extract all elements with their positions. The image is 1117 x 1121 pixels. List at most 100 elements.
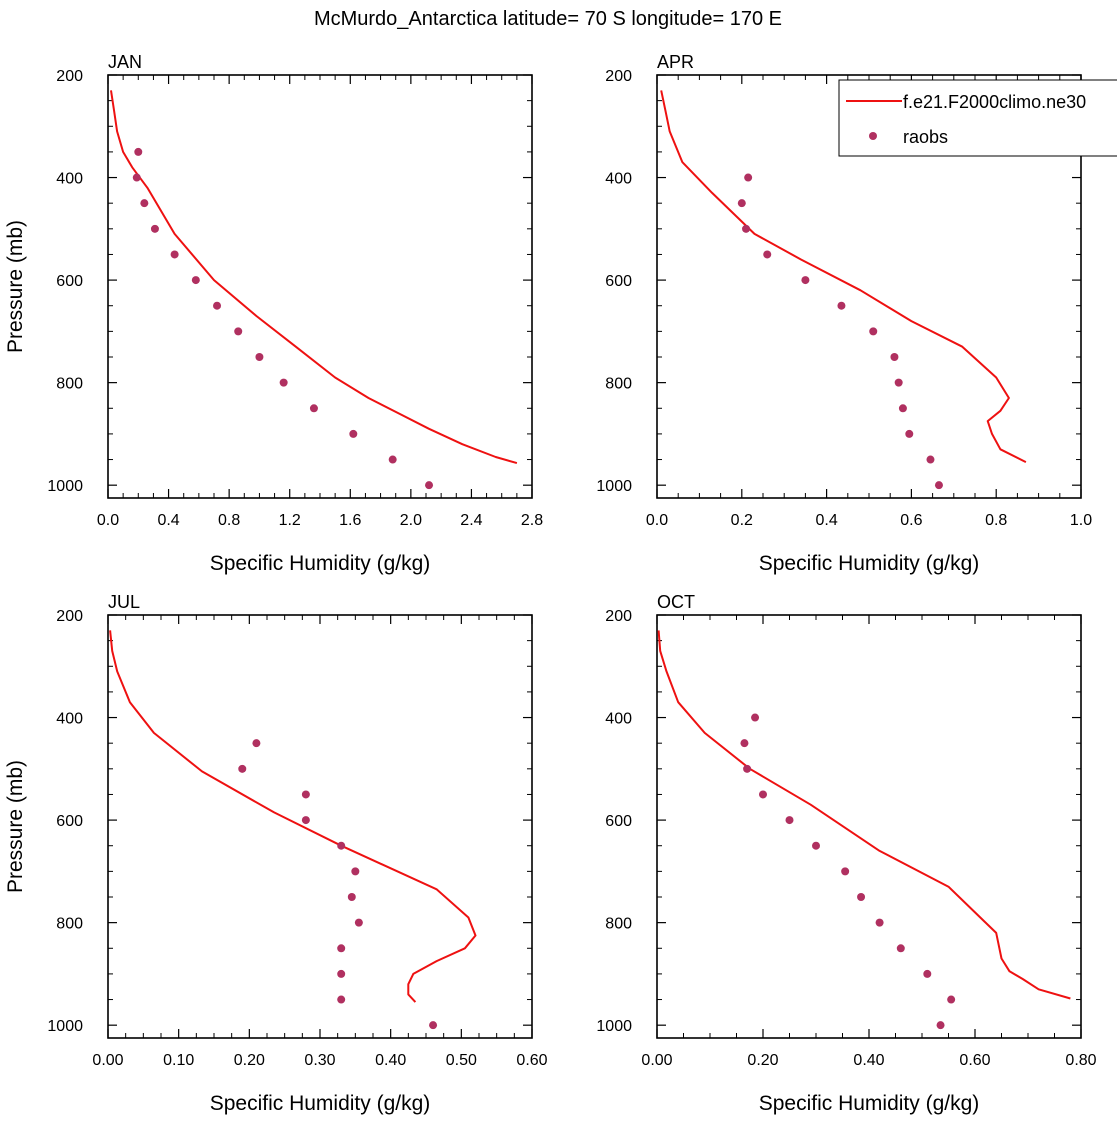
raobs-point-jan <box>279 378 288 387</box>
raobs-point-jan <box>134 147 143 156</box>
raobs-point-oct <box>743 764 752 773</box>
x-axis-label-oct: Specific Humidity (g/kg) <box>759 1092 980 1115</box>
x-tick-label-apr: 0.0 <box>646 512 668 529</box>
legend-box <box>838 79 1117 157</box>
raobs-point-jul <box>337 969 346 978</box>
panel-jul: JUL 0.00 0.10 0.20 0.30 0.40 0.50 0.60 200 400 600… <box>4 592 548 1115</box>
raobs-point-jul <box>301 816 310 825</box>
raobs-point-oct <box>751 713 760 722</box>
y-tick-label-apr: 800 <box>605 376 632 393</box>
x-tick-label-jan: 0.0 <box>97 512 119 529</box>
raobs-point-jan <box>255 353 264 361</box>
raobs-point-oct <box>812 841 820 850</box>
raobs-point-jul <box>347 893 356 901</box>
legend-model-label: f.e21.F2000climo.ne30 <box>903 92 1086 112</box>
legend: f.e21.F2000climo.ne30 raobs <box>838 79 1117 157</box>
y-tick-label-jan: 800 <box>56 376 83 393</box>
y-tick-label-jul: 800 <box>56 916 83 933</box>
x-tick-label-oct: 0.80 <box>1065 1052 1096 1069</box>
raobs-point-apr <box>737 199 746 208</box>
raobs-point-jul <box>351 867 360 876</box>
model-line-oct <box>657 630 1071 1000</box>
x-axis-label-jul: Specific Humidity (g/kg) <box>210 1092 431 1115</box>
x-tick-label-jul: 0.60 <box>516 1052 547 1069</box>
raobs-point-apr <box>905 429 914 438</box>
x-tick-label-jul: 0.50 <box>446 1052 477 1069</box>
y-axis-label-jul: Pressure (mb) <box>4 760 27 893</box>
x-tick-label-jan: 2.4 <box>460 512 482 529</box>
legend-obs-marker <box>869 132 877 140</box>
y-tick-label-jan: 600 <box>56 273 83 290</box>
x-tick-label-oct: 0.00 <box>641 1052 672 1069</box>
raobs-point-jan <box>132 173 141 182</box>
panel-jan: JAN 0.0 0.4 0.8 1.2 1.6 2.0 2.4 2.8 200 400 600 800 1… <box>4 52 543 575</box>
raobs-point-jan <box>213 301 222 310</box>
raobs-point-jan <box>150 224 159 233</box>
raobs-point-jul <box>337 995 346 1004</box>
figure-title: McMurdo_Antarctica latitude= 70 S longit… <box>314 8 782 30</box>
panel-label-jul: JUL <box>108 592 140 612</box>
raobs-point-jul <box>354 918 363 927</box>
y-tick-label-jan: 400 <box>56 171 83 188</box>
y-tick-label-jul: 200 <box>56 608 83 625</box>
y-tick-label-oct: 600 <box>605 813 632 830</box>
model-line-jan <box>110 90 518 465</box>
x-tick-label-jan: 0.4 <box>157 512 179 529</box>
raobs-point-oct <box>841 867 850 876</box>
raobs-point-jul <box>252 739 261 748</box>
raobs-point-oct <box>875 918 884 927</box>
y-tick-label-apr: 600 <box>605 273 632 290</box>
y-tick-label-jul: 400 <box>56 711 83 728</box>
x-tick-label-jan: 0.8 <box>218 512 240 529</box>
raobs-point-oct <box>896 944 905 953</box>
raobs-point-oct <box>923 969 932 978</box>
raobs-point-apr <box>898 404 907 413</box>
y-tick-label-jul: 600 <box>56 813 83 830</box>
legend-obs-label: raobs <box>903 127 948 147</box>
raobs-point-jan <box>170 250 179 259</box>
x-tick-label-oct: 0.40 <box>853 1052 884 1069</box>
raobs-point-oct <box>785 816 794 825</box>
raobs-point-jan <box>388 455 397 464</box>
x-tick-label-jul: 0.10 <box>163 1052 194 1069</box>
raobs-point-jan <box>349 429 358 438</box>
raobs-point-apr <box>894 378 903 387</box>
raobs-point-jan <box>191 276 200 285</box>
raobs-point-apr <box>934 481 943 490</box>
x-tick-label-jan: 2.0 <box>400 512 422 529</box>
model-line-jul <box>109 630 477 1003</box>
x-axis-label-jan: Specific Humidity (g/kg) <box>210 552 431 575</box>
raobs-point-jul <box>429 1021 438 1030</box>
x-tick-label-oct: 0.20 <box>747 1052 778 1069</box>
raobs-point-oct <box>936 1021 945 1030</box>
raobs-point-apr <box>869 327 878 336</box>
x-tick-label-oct: 0.60 <box>959 1052 990 1069</box>
y-tick-label-oct: 800 <box>605 916 632 933</box>
x-tick-label-jul: 0.30 <box>304 1052 335 1069</box>
plot-frame-jan <box>107 74 533 499</box>
raobs-point-jul <box>337 841 346 850</box>
x-tick-label-apr: 0.2 <box>731 512 753 529</box>
x-tick-label-apr: 1.0 <box>1070 512 1092 529</box>
raobs-point-apr <box>837 301 846 310</box>
raobs-point-jan <box>140 199 149 208</box>
raobs-point-apr <box>801 276 810 285</box>
panels: JAN 0.0 0.4 0.8 1.2 1.6 2.0 2.4 2.8 200 400 600 800 1… <box>4 52 1097 1115</box>
x-tick-label-jan: 2.8 <box>521 512 543 529</box>
x-tick-label-apr: 0.6 <box>900 512 922 529</box>
panel-label-apr: APR <box>657 52 694 72</box>
model-line-apr <box>660 90 1027 463</box>
raobs-point-apr <box>763 250 772 259</box>
y-tick-label-jul: 1000 <box>47 1018 83 1035</box>
y-axis-label-jan: Pressure (mb) <box>4 220 27 353</box>
y-tick-label-oct: 200 <box>605 608 632 625</box>
raobs-point-jan <box>234 327 243 336</box>
y-tick-label-jan: 1000 <box>47 478 83 495</box>
x-tick-label-jul: 0.20 <box>234 1052 265 1069</box>
panel-oct: OCT 0.00 0.20 0.40 0.60 0.80 200 400 600 800 1000 S… <box>596 592 1096 1115</box>
x-tick-label-jul: 0.00 <box>92 1052 123 1069</box>
y-tick-label-oct: 1000 <box>596 1018 632 1035</box>
raobs-point-oct <box>759 790 767 799</box>
raobs-point-jan <box>425 481 434 490</box>
